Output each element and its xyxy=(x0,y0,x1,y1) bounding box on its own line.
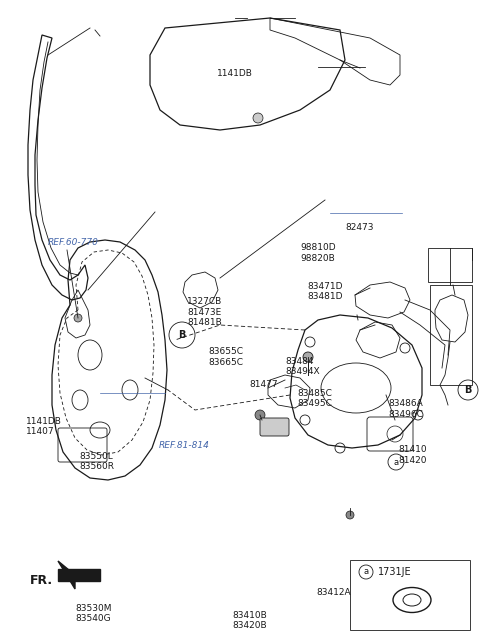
Text: 83471D
83481D: 83471D 83481D xyxy=(307,282,343,301)
Circle shape xyxy=(74,314,82,322)
Text: 1731JE: 1731JE xyxy=(378,567,412,577)
Text: B: B xyxy=(178,330,186,340)
Polygon shape xyxy=(58,569,100,581)
Circle shape xyxy=(346,511,354,519)
Text: 81477: 81477 xyxy=(250,380,278,389)
Text: 83412A: 83412A xyxy=(317,588,351,597)
Polygon shape xyxy=(58,561,75,589)
Text: a: a xyxy=(394,458,398,467)
Text: 83485C
83495C: 83485C 83495C xyxy=(298,389,333,408)
Circle shape xyxy=(303,352,313,362)
Circle shape xyxy=(255,410,265,420)
Text: B: B xyxy=(464,385,472,395)
Text: 82473: 82473 xyxy=(346,223,374,232)
Text: 83530M
83540G: 83530M 83540G xyxy=(75,604,112,623)
Text: 1141DB: 1141DB xyxy=(217,69,253,78)
Circle shape xyxy=(253,113,263,123)
Text: 98810D
98820B: 98810D 98820B xyxy=(300,244,336,263)
Text: 1327CB
81473E
81481B: 1327CB 81473E 81481B xyxy=(187,297,222,327)
Text: FR.: FR. xyxy=(30,574,53,587)
Text: 83655C
83665C: 83655C 83665C xyxy=(209,347,244,367)
Text: 81410
81420: 81410 81420 xyxy=(398,445,427,465)
Text: a: a xyxy=(363,567,369,576)
FancyBboxPatch shape xyxy=(260,418,289,436)
Text: 83410B
83420B: 83410B 83420B xyxy=(232,611,267,630)
Text: 83484
83494X: 83484 83494X xyxy=(286,357,320,376)
Text: REF.81-814: REF.81-814 xyxy=(158,441,209,450)
Text: REF.60-770: REF.60-770 xyxy=(48,238,99,247)
Text: 1141DB
11407: 1141DB 11407 xyxy=(26,417,62,436)
Text: 83486A
83496C: 83486A 83496C xyxy=(389,399,424,419)
Text: 83550L
83560R: 83550L 83560R xyxy=(79,452,114,471)
